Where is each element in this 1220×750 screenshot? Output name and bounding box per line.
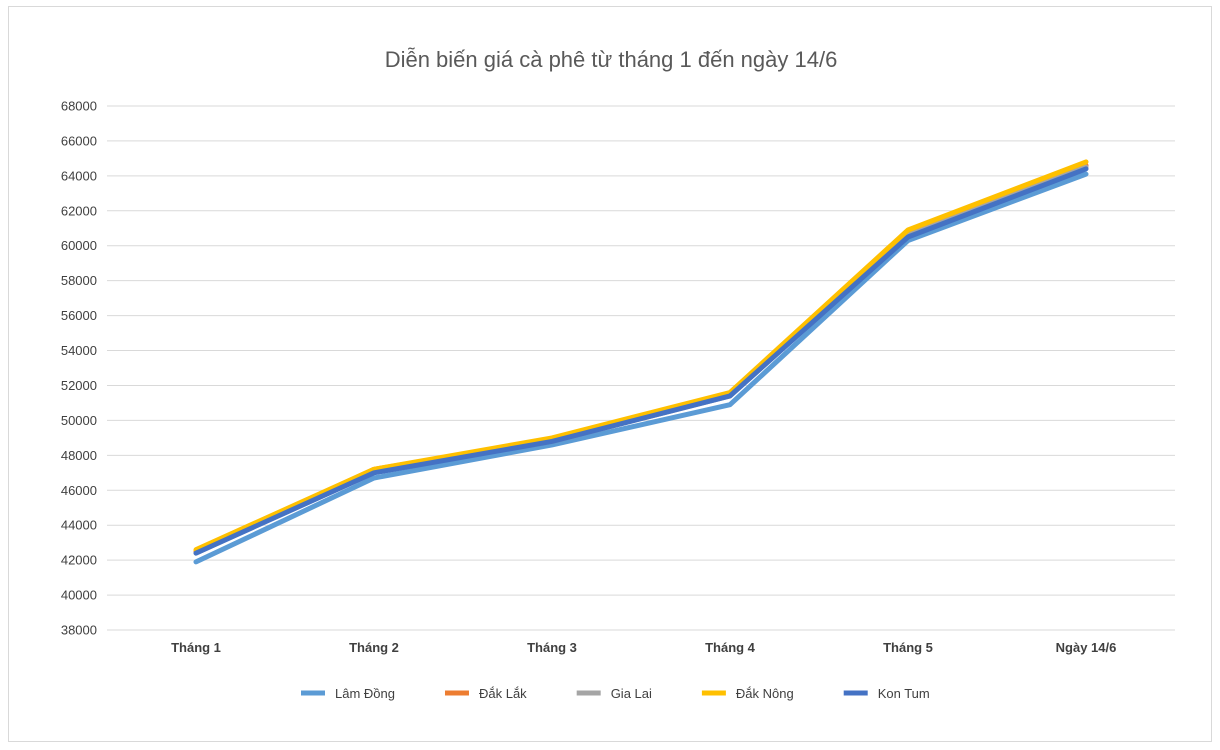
legend: Lâm Đồng Đắk Lắk Gia Lai Đắk Nông Kon Tum	[301, 686, 930, 701]
x-tick-label: Tháng 4	[705, 640, 756, 655]
y-tick-label: 66000	[61, 133, 97, 148]
y-axis-ticks: 38000 40000 42000 44000 46000 48000 50000 52000…	[61, 99, 97, 638]
x-tick-label: Tháng 3	[527, 640, 577, 655]
y-tick-label: 50000	[61, 413, 97, 428]
y-tick-label: 52000	[61, 378, 97, 393]
y-tick-label: 44000	[61, 518, 97, 533]
x-tick-label: Tháng 1	[171, 640, 221, 655]
y-tick-label: 62000	[61, 203, 97, 218]
x-axis-ticks: Tháng 1 Tháng 2 Tháng 3 Tháng 4 Tháng 5 Ngày …	[171, 640, 1116, 655]
legend-label: Lâm Đồng	[335, 686, 395, 701]
y-tick-label: 42000	[61, 553, 97, 568]
y-tick-label: 40000	[61, 588, 97, 603]
gridlines	[107, 105, 1175, 631]
series-line-4	[193, 166, 1089, 556]
y-tick-label: 56000	[61, 308, 97, 323]
chart-title: Diễn biến giá cà phê từ tháng 1 đến ngày…	[385, 47, 838, 72]
legend-label: Gia Lai	[611, 686, 652, 701]
y-tick-label: 38000	[61, 623, 97, 638]
x-tick-label: Tháng 5	[883, 640, 933, 655]
y-tick-label: 64000	[61, 168, 97, 183]
y-tick-label: 46000	[61, 483, 97, 498]
series-lines	[193, 159, 1089, 565]
chart-frame: Diễn biến giá cà phê từ tháng 1 đến ngày…	[8, 6, 1212, 742]
legend-label: Kon Tum	[878, 686, 930, 701]
y-tick-label: 54000	[61, 343, 97, 358]
y-tick-label: 58000	[61, 273, 97, 288]
line-chart: Diễn biến giá cà phê từ tháng 1 đến ngày…	[61, 47, 1175, 701]
series-line-0	[193, 171, 1089, 565]
y-tick-label: 60000	[61, 238, 97, 253]
y-tick-label: 68000	[61, 99, 97, 114]
x-tick-label: Tháng 2	[349, 640, 399, 655]
legend-label: Đắk Nông	[736, 686, 794, 701]
legend-label: Đắk Lắk	[479, 686, 527, 701]
x-tick-label: Ngày 14/6	[1056, 640, 1117, 655]
y-tick-label: 48000	[61, 448, 97, 463]
series-line-3	[193, 159, 1089, 553]
